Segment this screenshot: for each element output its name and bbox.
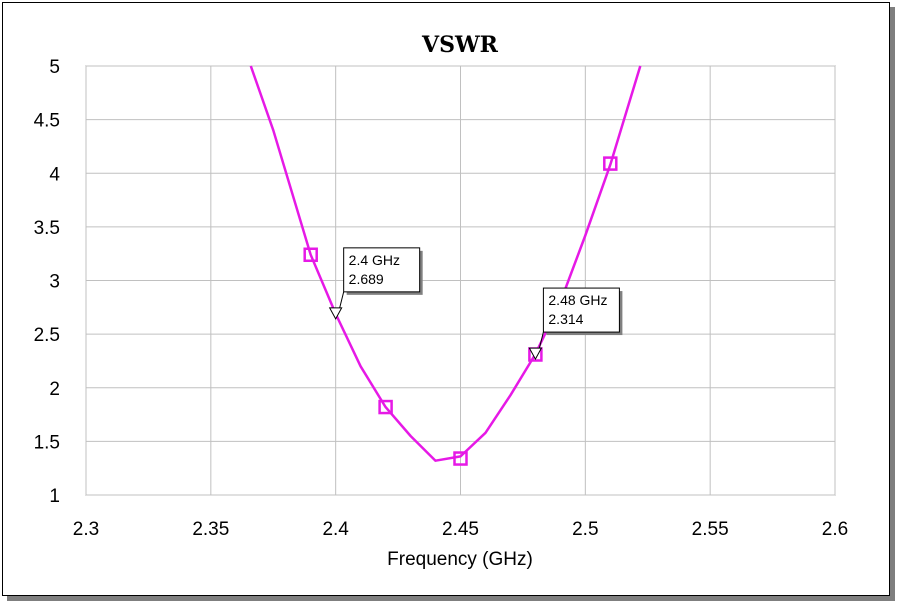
vswr-series-line xyxy=(249,65,642,462)
marker-frequency-label: 2.48 GHz xyxy=(548,292,607,308)
y-tick-label: 4 xyxy=(49,164,60,185)
y-tick-label: 5 xyxy=(49,57,60,78)
marker-frequency-label: 2.4 GHz xyxy=(349,252,400,268)
chart-title: VSWR xyxy=(421,32,499,58)
y-tick-label: 1.5 xyxy=(34,432,60,453)
marker-triangle-icon xyxy=(328,307,343,320)
data-point-marker xyxy=(453,451,468,466)
marker-value-label: 2.314 xyxy=(548,311,583,327)
data-point-marker xyxy=(303,247,318,263)
x-tick-label: 2.55 xyxy=(692,519,729,540)
y-tick-label: 3 xyxy=(49,272,60,293)
data-point-marker xyxy=(603,156,618,171)
y-tick-label: 4.5 xyxy=(34,111,60,132)
x-tick-label: 2.4 xyxy=(322,519,349,540)
marker-label-box xyxy=(542,287,620,333)
x-tick-label: 2.3 xyxy=(73,519,99,540)
y-tick-label: 1 xyxy=(49,486,60,507)
x-tick-label: 2.45 xyxy=(442,519,479,540)
y-tick-label: 2 xyxy=(49,379,60,400)
marker-label-box xyxy=(343,247,421,293)
marker-leader-line xyxy=(538,331,544,349)
x-tick-label: 2.5 xyxy=(572,519,598,540)
data-point-marker xyxy=(378,399,393,415)
marker-value-label: 2.689 xyxy=(349,271,384,287)
x-axis-label: Frequency (GHz) xyxy=(387,549,533,570)
marker-triangle-icon xyxy=(528,347,543,361)
marker-leader-line xyxy=(339,291,345,308)
y-tick-label: 2.5 xyxy=(34,325,60,346)
x-tick-label: 2.6 xyxy=(822,519,848,540)
y-tick-label: 3.5 xyxy=(34,218,60,239)
x-tick-label: 2.35 xyxy=(192,519,229,540)
